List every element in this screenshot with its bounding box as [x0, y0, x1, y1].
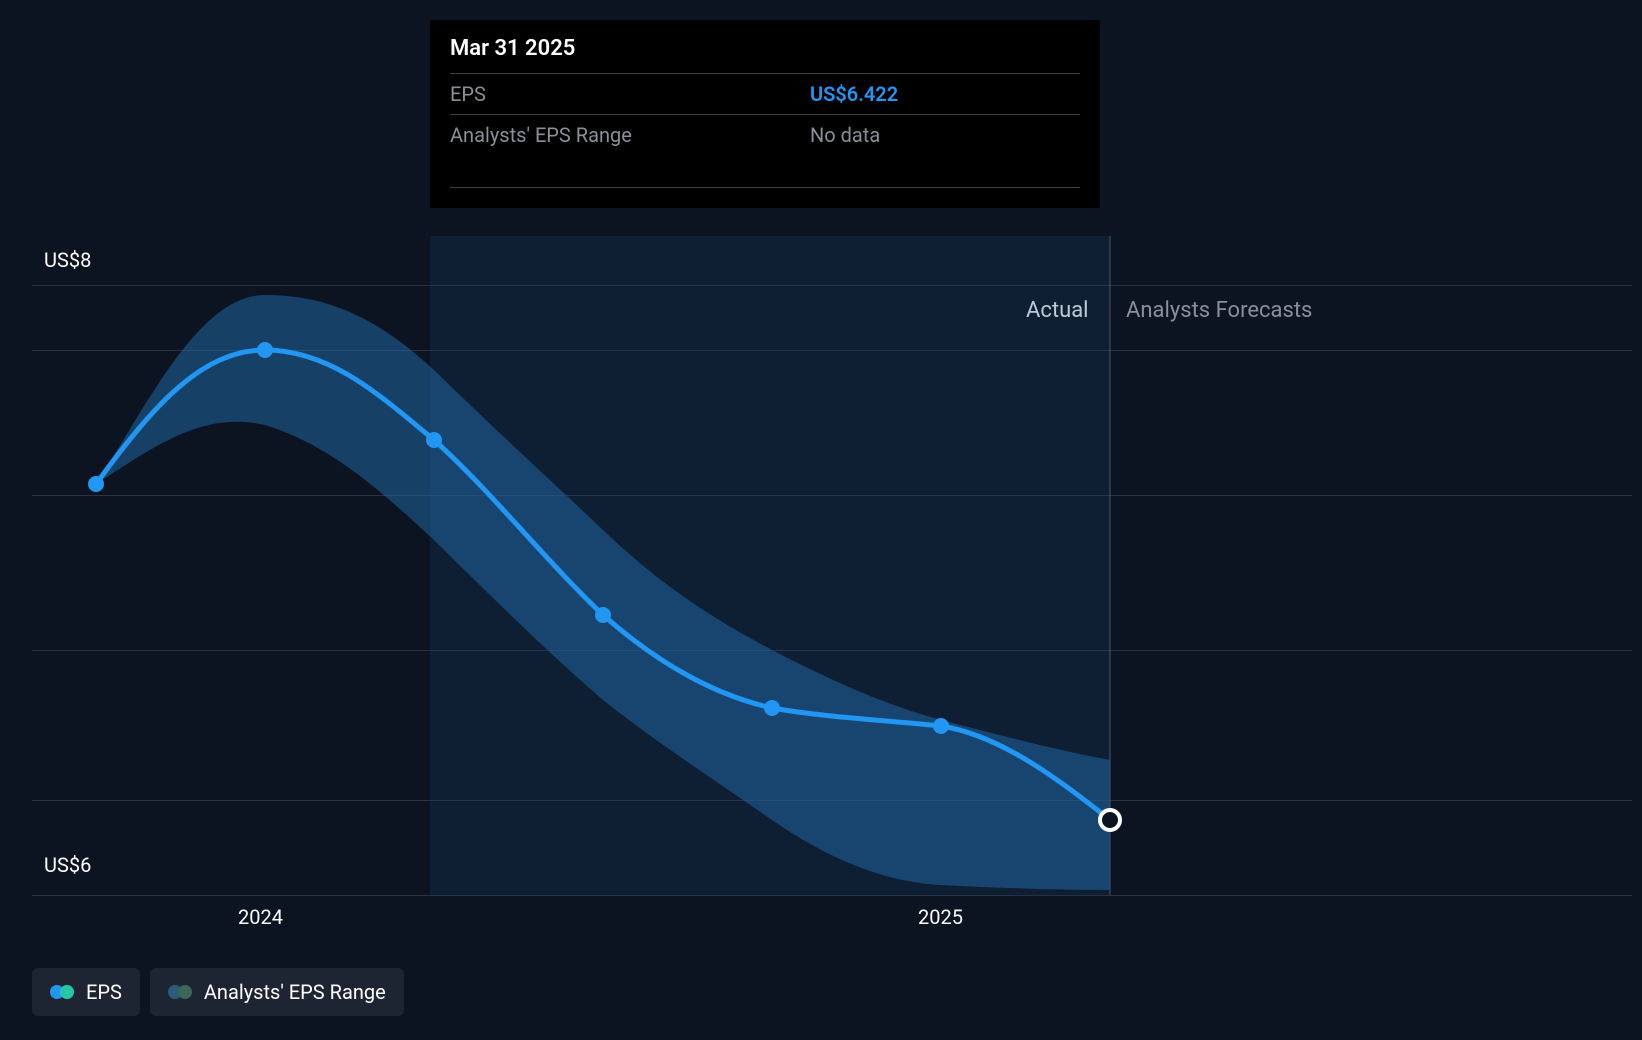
tooltip: Mar 31 2025 EPS US$6.422 Analysts' EPS R…	[430, 20, 1100, 208]
tooltip-date: Mar 31 2025	[450, 36, 1080, 74]
eps-point[interactable]	[595, 607, 611, 623]
eps-point[interactable]	[933, 718, 949, 734]
legend-label: EPS	[86, 980, 122, 1004]
eps-point[interactable]	[88, 476, 104, 492]
tooltip-label: EPS	[450, 82, 810, 106]
x-axis-tick: 2025	[918, 905, 963, 929]
eps-point[interactable]	[426, 432, 442, 448]
tooltip-value: No data	[810, 123, 880, 147]
legend: EPS Analysts' EPS Range	[32, 968, 404, 1016]
legend-item-eps[interactable]: EPS	[32, 968, 140, 1016]
legend-dots	[50, 985, 74, 999]
tooltip-row: EPS US$6.422	[450, 74, 1080, 115]
legend-dots	[168, 985, 192, 999]
legend-dot	[60, 985, 74, 999]
eps-point[interactable]	[257, 342, 273, 358]
tooltip-row: Analysts' EPS Range No data	[450, 115, 1080, 188]
tooltip-value: US$6.422	[810, 82, 898, 106]
legend-dot	[178, 985, 192, 999]
eps-point-current[interactable]	[1100, 810, 1120, 830]
chart-container: US$8 US$6 Actual Analysts Forecasts 2024…	[0, 0, 1642, 1040]
x-axis-tick: 2024	[238, 905, 283, 929]
eps-point[interactable]	[764, 700, 780, 716]
tooltip-label: Analysts' EPS Range	[450, 123, 810, 147]
legend-item-range[interactable]: Analysts' EPS Range	[150, 968, 404, 1016]
legend-label: Analysts' EPS Range	[204, 980, 386, 1004]
